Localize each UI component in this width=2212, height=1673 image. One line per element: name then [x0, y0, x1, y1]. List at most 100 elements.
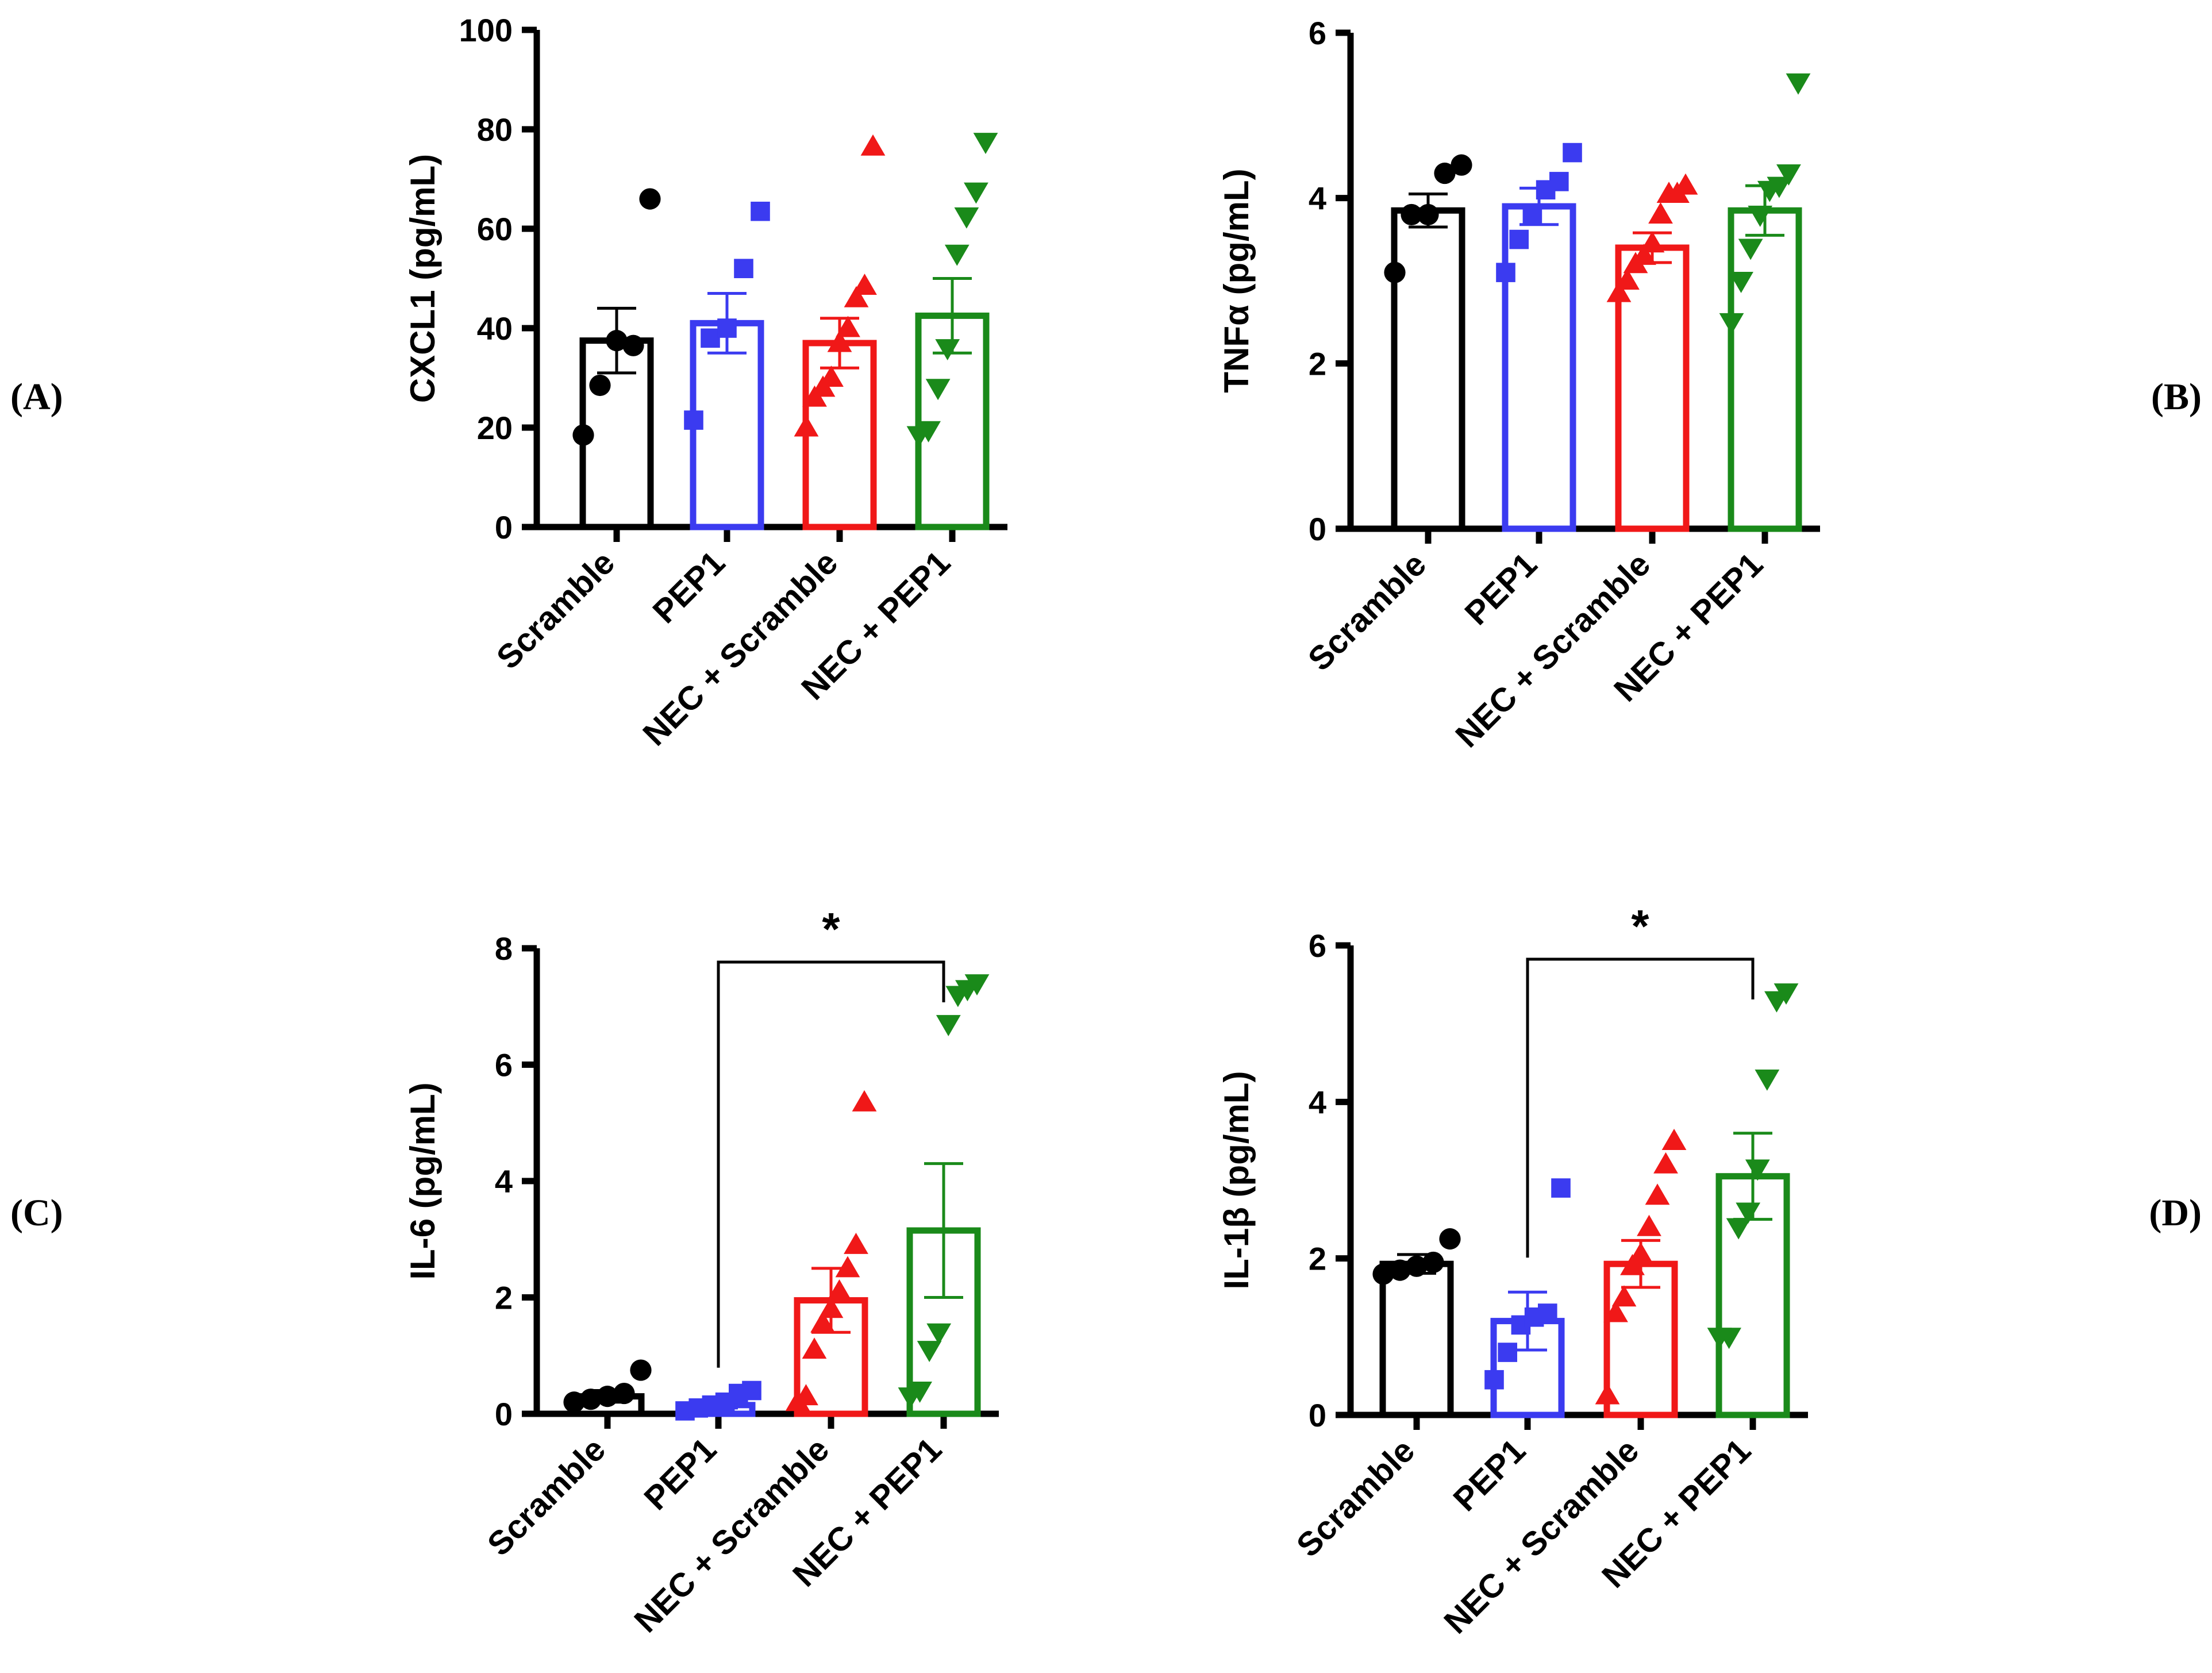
y-tick-label: 100 [459, 12, 513, 48]
data-point [1434, 162, 1456, 184]
data-point [1648, 202, 1673, 224]
data-point [1606, 280, 1632, 302]
data-point [1637, 1214, 1661, 1236]
data-point [1615, 268, 1640, 290]
category-label: Scramble [490, 544, 622, 676]
data-point [751, 201, 770, 221]
y-axis-title: TNFα (pg/mL) [1217, 168, 1256, 393]
category-label: PEP1 [637, 1430, 724, 1517]
data-point [916, 421, 941, 443]
data-point [1628, 1242, 1653, 1264]
panel-label: (B) [2151, 376, 2202, 418]
data-point [936, 1015, 961, 1037]
data-point [810, 1311, 835, 1333]
y-tick-label: 8 [495, 930, 513, 967]
data-point [1509, 229, 1529, 249]
data-point [1522, 205, 1542, 225]
data-point [827, 330, 852, 352]
y-axis-title: CXCL1 (pg/mL) [403, 154, 442, 403]
data-point [973, 133, 998, 155]
y-tick-label: 0 [495, 1396, 513, 1432]
y-tick-label: 6 [495, 1047, 513, 1083]
data-point [1736, 1202, 1761, 1224]
data-point [684, 410, 703, 430]
data-point [1417, 203, 1439, 226]
data-point [580, 1389, 602, 1410]
data-point [917, 1341, 942, 1363]
y-tick-label: 80 [477, 111, 513, 148]
data-point [1620, 1253, 1645, 1275]
data-point [925, 379, 951, 401]
data-point [1595, 1383, 1620, 1405]
significance-label: * [822, 903, 840, 955]
data-point [794, 415, 819, 437]
data-point [935, 339, 960, 360]
data-point [1661, 1129, 1687, 1150]
data-point [1673, 173, 1698, 195]
bar [1379, 1260, 1454, 1418]
data-point [794, 1384, 818, 1406]
y-tick-label: 2 [495, 1280, 513, 1316]
data-point [734, 259, 753, 278]
y-tick-label: 6 [1309, 928, 1326, 964]
data-point [630, 1359, 652, 1381]
y-tick-label: 2 [1309, 1241, 1326, 1277]
bar [1391, 207, 1465, 532]
y-tick-label: 20 [477, 410, 513, 446]
data-point [944, 244, 970, 266]
bar [1615, 244, 1690, 532]
data-point [1719, 313, 1744, 334]
y-tick-label: 6 [1309, 15, 1326, 51]
data-point [1372, 1263, 1394, 1285]
y-tick-label: 40 [477, 310, 513, 347]
category-label: NEC + Scramble [636, 544, 845, 753]
data-point [613, 1382, 635, 1405]
data-point [1498, 1343, 1517, 1362]
data-point [1748, 205, 1773, 227]
significance-bracket [717, 960, 945, 1368]
data-point [639, 188, 661, 210]
data-point [835, 1256, 860, 1278]
chart-panel-1: (A) 0 20 40 60 80 100 CXCL1 (pg/mL) Scramble PEP1… [10, 12, 1007, 753]
data-point [1603, 1301, 1628, 1322]
panel-label: (C) [10, 1192, 63, 1234]
data-point [1422, 1251, 1444, 1274]
category-label: Scramble [1301, 545, 1434, 678]
data-point [717, 318, 737, 338]
category-label: PEP1 [645, 544, 732, 630]
bar [1728, 207, 1802, 532]
data-point [1717, 1328, 1741, 1349]
data-point [589, 374, 611, 397]
category-label: NEC + Scramble [1448, 545, 1657, 755]
data-point [844, 286, 869, 307]
y-tick-label: 4 [495, 1163, 513, 1199]
data-point [1774, 983, 1799, 1005]
data-point [852, 274, 877, 295]
data-point [1653, 1152, 1678, 1174]
data-point [860, 134, 886, 156]
data-point [844, 1232, 868, 1254]
significance-bracket [1526, 957, 1755, 1258]
data-point [1389, 1259, 1411, 1281]
panel-label: (D) [2149, 1192, 2202, 1234]
data-point [1551, 1178, 1571, 1198]
y-axis-title: IL-6 (pg/mL) [403, 1082, 442, 1279]
data-point [964, 182, 988, 204]
significance-label: * [1631, 901, 1649, 952]
y-tick-label: 4 [1309, 180, 1326, 217]
data-point [742, 1380, 761, 1401]
data-point [818, 1297, 844, 1318]
data-point [1738, 239, 1763, 260]
panel-label: (A) [10, 376, 63, 418]
category-label: PEP1 [1446, 1432, 1533, 1518]
y-tick-label: 4 [1309, 1084, 1326, 1120]
data-point [802, 1337, 827, 1359]
y-tick-label: 2 [1309, 345, 1326, 382]
y-tick-label: 60 [477, 211, 513, 247]
data-point [819, 366, 844, 387]
data-point [1611, 1285, 1637, 1307]
data-point [1406, 1255, 1428, 1277]
category-label: PEP1 [1457, 545, 1544, 632]
